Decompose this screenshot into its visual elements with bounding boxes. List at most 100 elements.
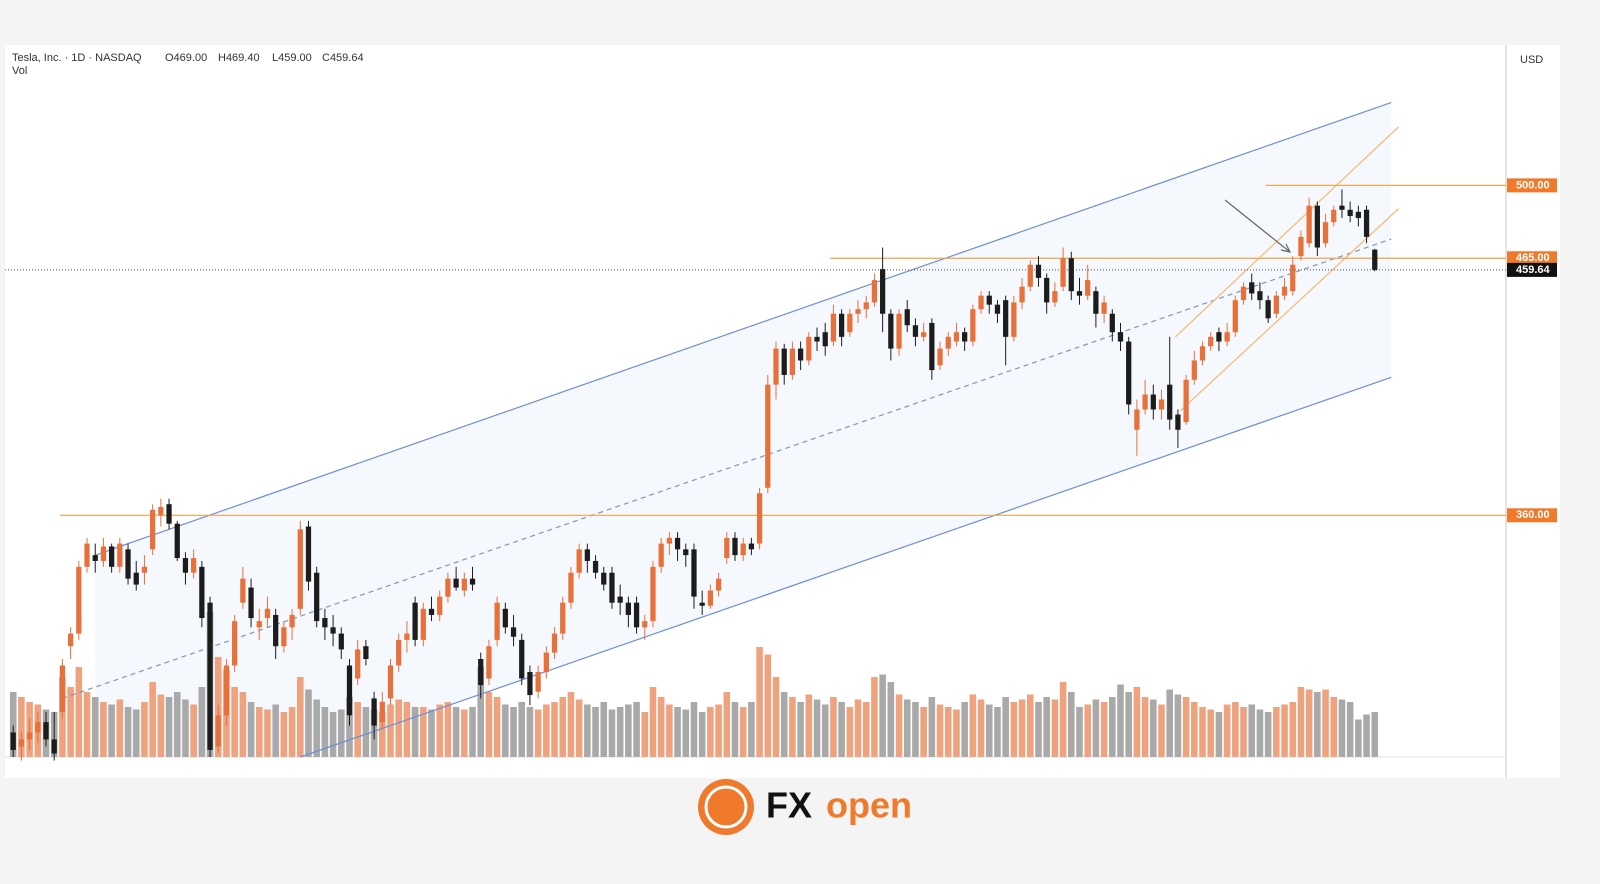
symbol-header: Tesla, Inc. · 1D · NASDAQ — [12, 52, 142, 64]
candle-body — [486, 646, 492, 679]
candle-body — [699, 602, 705, 606]
candle-body — [355, 649, 361, 679]
volume-bar — [518, 702, 526, 757]
volume-bar — [1174, 694, 1182, 757]
volume-bar — [862, 702, 870, 757]
candle-body — [1101, 302, 1107, 314]
annotation-arrow — [1224, 199, 1291, 253]
volume-bar — [1363, 714, 1370, 757]
channel-area — [95, 102, 1392, 758]
candle-body — [1134, 409, 1140, 430]
candle-body — [379, 701, 385, 723]
candle-body — [814, 336, 820, 342]
volume-bar — [321, 707, 329, 757]
candle-body — [806, 336, 812, 361]
level-badge — [1507, 508, 1557, 523]
candle-body — [994, 304, 1001, 314]
volume-bar — [1223, 704, 1231, 757]
volume-bar — [723, 692, 731, 757]
last-price-label: 459.64 — [1516, 264, 1551, 276]
volume-bar — [338, 709, 345, 757]
candle-body — [789, 348, 796, 375]
volume-bar — [559, 697, 567, 757]
volume-bar — [690, 702, 698, 757]
volume-bar — [1043, 697, 1050, 757]
volume-bar — [190, 704, 197, 757]
volume-bar — [157, 694, 165, 757]
candle-body — [404, 633, 410, 640]
candle-body — [715, 578, 722, 591]
volume-bar — [198, 687, 206, 757]
volume-bar — [780, 692, 788, 757]
candle-body — [1085, 280, 1091, 296]
candle-body — [724, 537, 730, 559]
volume-bar — [649, 687, 657, 757]
volume-bar — [748, 702, 755, 757]
volume-bar — [132, 709, 140, 757]
volume-bar — [633, 702, 640, 757]
candle-body — [1281, 286, 1288, 296]
candle-body — [18, 739, 25, 747]
candle-body — [732, 537, 738, 556]
candle-body — [1273, 295, 1279, 314]
candle-body — [904, 309, 910, 326]
volume-bar — [1166, 689, 1173, 757]
candle-body — [289, 614, 295, 628]
volume-bar — [1125, 692, 1132, 757]
trend-line — [1179, 208, 1399, 412]
candle-body — [1167, 384, 1173, 420]
candle-body — [527, 671, 533, 696]
volume-bar — [1240, 707, 1247, 757]
candle-body — [133, 572, 139, 585]
volume-bar — [255, 707, 263, 757]
volume-bar — [1158, 704, 1165, 757]
candle-body — [650, 566, 656, 622]
candle-body — [84, 543, 90, 567]
candle-body — [174, 523, 180, 559]
volume-bar — [296, 677, 304, 757]
volume-bar — [887, 682, 895, 757]
volume-bar — [879, 674, 886, 757]
volume-bar — [280, 712, 288, 757]
candle-body — [510, 627, 517, 637]
trend-line — [95, 101, 1392, 556]
candle-body — [396, 639, 402, 666]
candle-body — [609, 572, 615, 603]
volume-bar — [534, 709, 542, 757]
volume-bar — [1133, 687, 1141, 757]
level-label: 500.00 — [1516, 179, 1550, 191]
legend-low: L459.00 — [272, 52, 312, 64]
volume-bar — [1305, 689, 1313, 757]
volume-bar — [543, 704, 550, 757]
volume-bar — [846, 707, 854, 757]
volume-bar — [1191, 702, 1198, 757]
candle-body — [888, 313, 894, 349]
candle-body — [59, 665, 66, 712]
candle-body — [1068, 258, 1074, 292]
volume-bar — [666, 704, 673, 757]
volume-bar — [165, 697, 173, 757]
candle-body — [437, 596, 443, 615]
candle-body — [1191, 360, 1197, 380]
candle-body — [666, 537, 673, 544]
volume-bar — [1010, 702, 1018, 757]
candle-body — [338, 633, 344, 650]
candle-body — [314, 572, 320, 622]
candle-body — [748, 543, 755, 550]
volume-bar — [444, 702, 452, 757]
candle-body — [297, 529, 303, 609]
candle-body — [478, 659, 484, 686]
logo-ring — [704, 785, 748, 829]
volume-bar — [764, 654, 772, 757]
candle-body — [248, 587, 254, 619]
level-label: 465.00 — [1516, 252, 1550, 264]
candle-body — [1347, 209, 1353, 216]
candle-body — [1126, 341, 1132, 405]
candle-body — [199, 566, 205, 619]
candle-body — [10, 732, 16, 750]
volume-bar — [83, 692, 91, 757]
volume-bar — [739, 707, 747, 757]
level-label: 360.00 — [1516, 509, 1550, 521]
candle-body — [1109, 313, 1115, 333]
candle-body — [502, 608, 508, 628]
